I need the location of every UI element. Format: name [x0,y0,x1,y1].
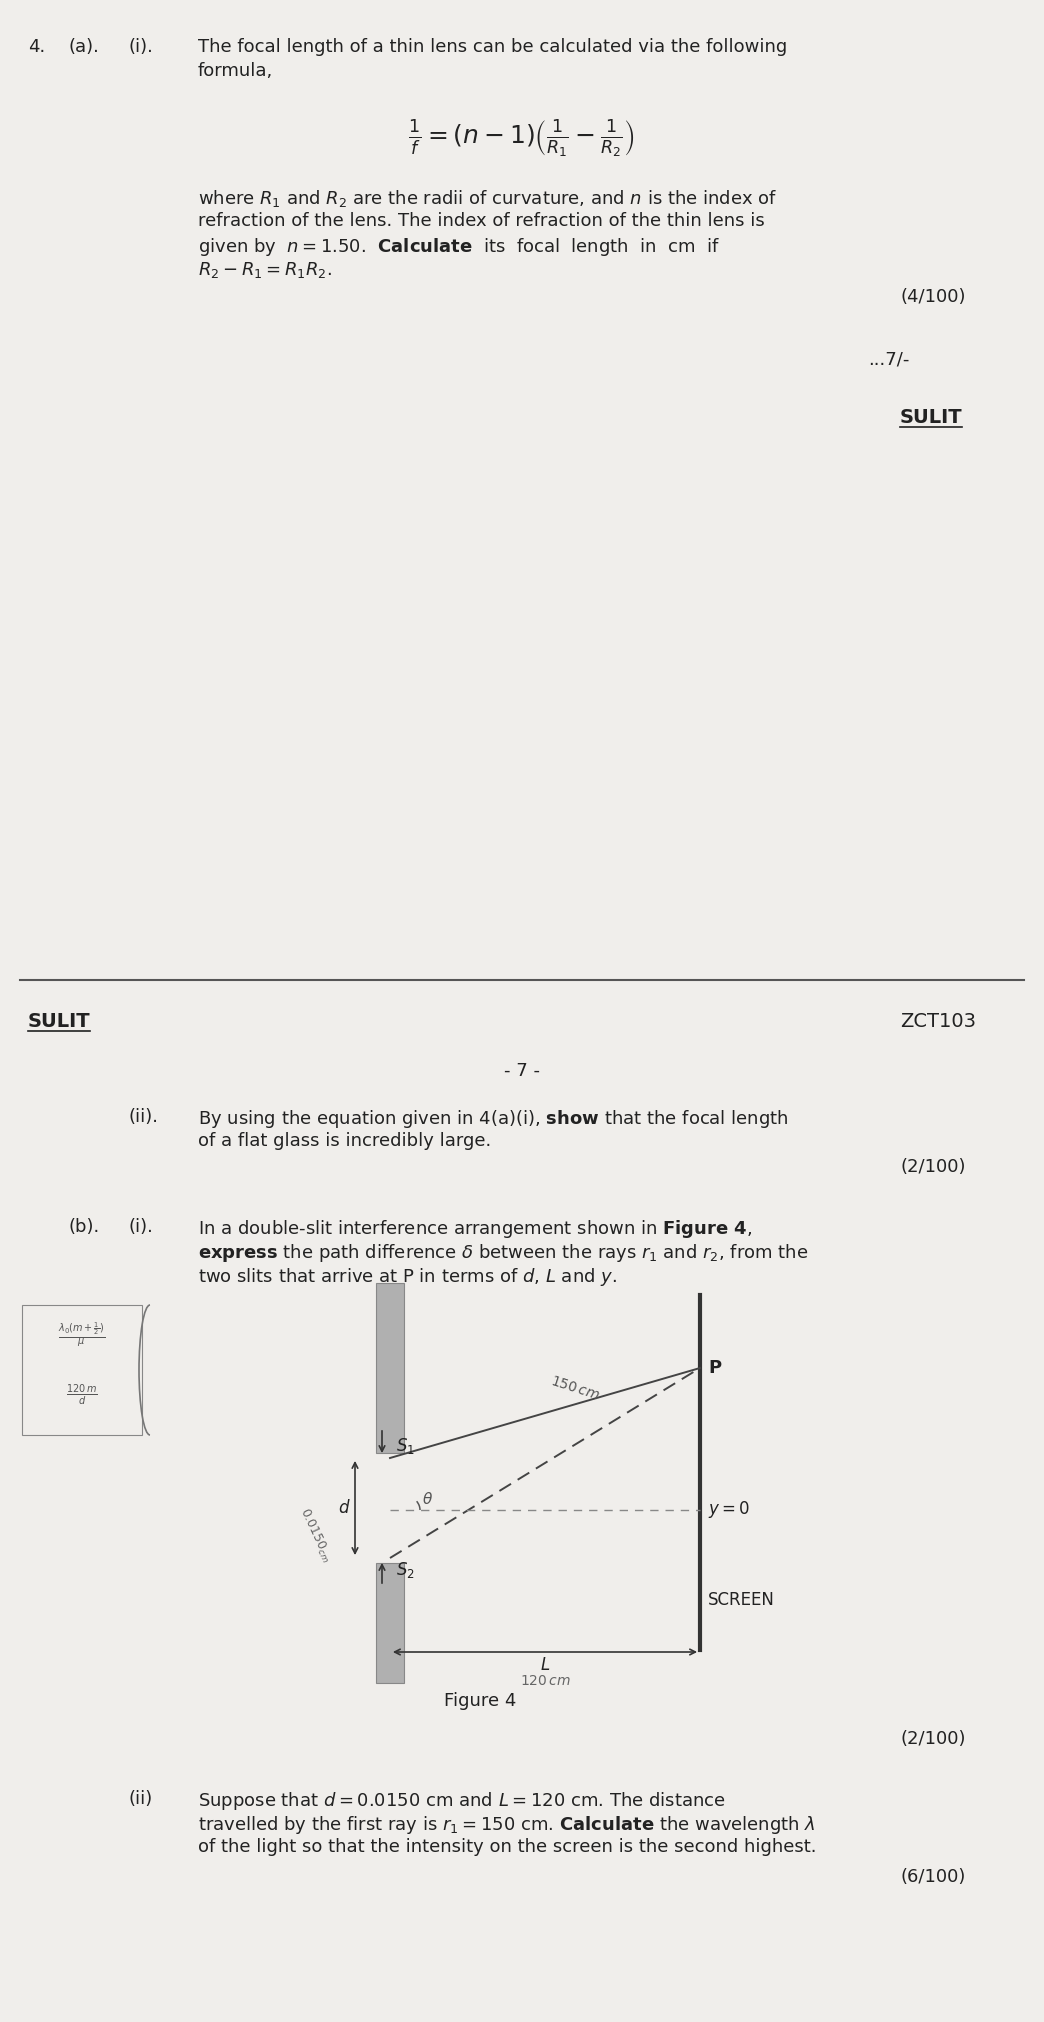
Text: Figure 4: Figure 4 [444,1692,516,1711]
Text: travelled by the first ray is $r_1 = 150$ cm. $\mathbf{Calculate}$ the wavelengt: travelled by the first ray is $r_1 = 150… [198,1814,815,1836]
Text: of a flat glass is incredibly large.: of a flat glass is incredibly large. [198,1132,492,1151]
Text: $y = 0$: $y = 0$ [708,1500,751,1521]
Text: $S_2$: $S_2$ [396,1561,414,1579]
Text: $0.0150_{cm}$: $0.0150_{cm}$ [295,1504,334,1565]
Text: By using the equation given in 4(a)(i), $\mathbf{show}$ that the focal length: By using the equation given in 4(a)(i), … [198,1108,788,1130]
Text: $S_1$: $S_1$ [396,1436,414,1456]
Text: (6/100): (6/100) [900,1868,966,1887]
Text: $\theta$: $\theta$ [422,1490,433,1506]
Text: SULIT: SULIT [900,408,963,427]
Bar [376,1284,404,1454]
Text: $\frac{120\,m}{d}$: $\frac{120\,m}{d}$ [66,1383,98,1407]
Text: where $R_1$ and $R_2$ are the radii of curvature, and $n$ is the index of: where $R_1$ and $R_2$ are the radii of c… [198,188,778,208]
Text: (i).: (i). [128,1217,152,1235]
Text: $L$: $L$ [540,1656,550,1674]
Text: formula,: formula, [198,63,274,81]
Text: (a).: (a). [68,38,99,57]
Text: ZCT103: ZCT103 [900,1011,976,1031]
Text: $\mathbf{express}$ the path difference $\delta$ between the rays $r_1$ and $r_2$: $\mathbf{express}$ the path difference $… [198,1242,808,1264]
Text: SCREEN: SCREEN [708,1591,775,1610]
Text: Suppose that $d = 0.0150$ cm and $L = 120$ cm. The distance: Suppose that $d = 0.0150$ cm and $L = 12… [198,1789,726,1812]
Text: P: P [708,1359,721,1377]
Text: (ii): (ii) [128,1789,152,1808]
Bar [22,1304,142,1436]
Text: (2/100): (2/100) [900,1731,966,1747]
Text: (2/100): (2/100) [900,1159,966,1177]
Text: of the light so that the intensity on the screen is the second highest.: of the light so that the intensity on th… [198,1838,816,1856]
Text: $150\,cm$: $150\,cm$ [548,1373,601,1403]
Text: (ii).: (ii). [128,1108,158,1126]
Text: (b).: (b). [68,1217,99,1235]
Text: The focal length of a thin lens can be calculated via the following: The focal length of a thin lens can be c… [198,38,787,57]
Text: ...7/-: ...7/- [868,350,909,368]
Text: (i).: (i). [128,38,152,57]
Text: $\frac{\lambda_0(m+\frac{1}{2})}{\mu}$: $\frac{\lambda_0(m+\frac{1}{2})}{\mu}$ [58,1320,105,1349]
Text: 4.: 4. [28,38,45,57]
Text: - 7 -: - 7 - [504,1062,540,1080]
Text: $\frac{1}{f} = (n-1)\left(\frac{1}{R_1} - \frac{1}{R_2}\right)$: $\frac{1}{f} = (n-1)\left(\frac{1}{R_1} … [408,117,636,158]
Text: $d$: $d$ [338,1498,351,1516]
Text: In a double-slit interference arrangement shown in $\mathbf{Figure\ 4}$,: In a double-slit interference arrangemen… [198,1217,752,1239]
Text: (4/100): (4/100) [900,287,966,305]
Text: $R_2 - R_1 = R_1R_2$.: $R_2 - R_1 = R_1R_2$. [198,261,332,279]
Bar [376,1563,404,1682]
Text: SULIT: SULIT [28,1011,91,1031]
Text: $120\,cm$: $120\,cm$ [520,1674,570,1688]
Text: given by  $n = 1.50$.  $\mathbf{Calculate}$  its  focal  length  in  cm  if: given by $n = 1.50$. $\mathbf{Calculate}… [198,237,720,259]
Text: two slits that arrive at P in terms of $d$, $L$ and $y$.: two slits that arrive at P in terms of $… [198,1266,617,1288]
Text: refraction of the lens. The index of refraction of the thin lens is: refraction of the lens. The index of ref… [198,212,765,231]
